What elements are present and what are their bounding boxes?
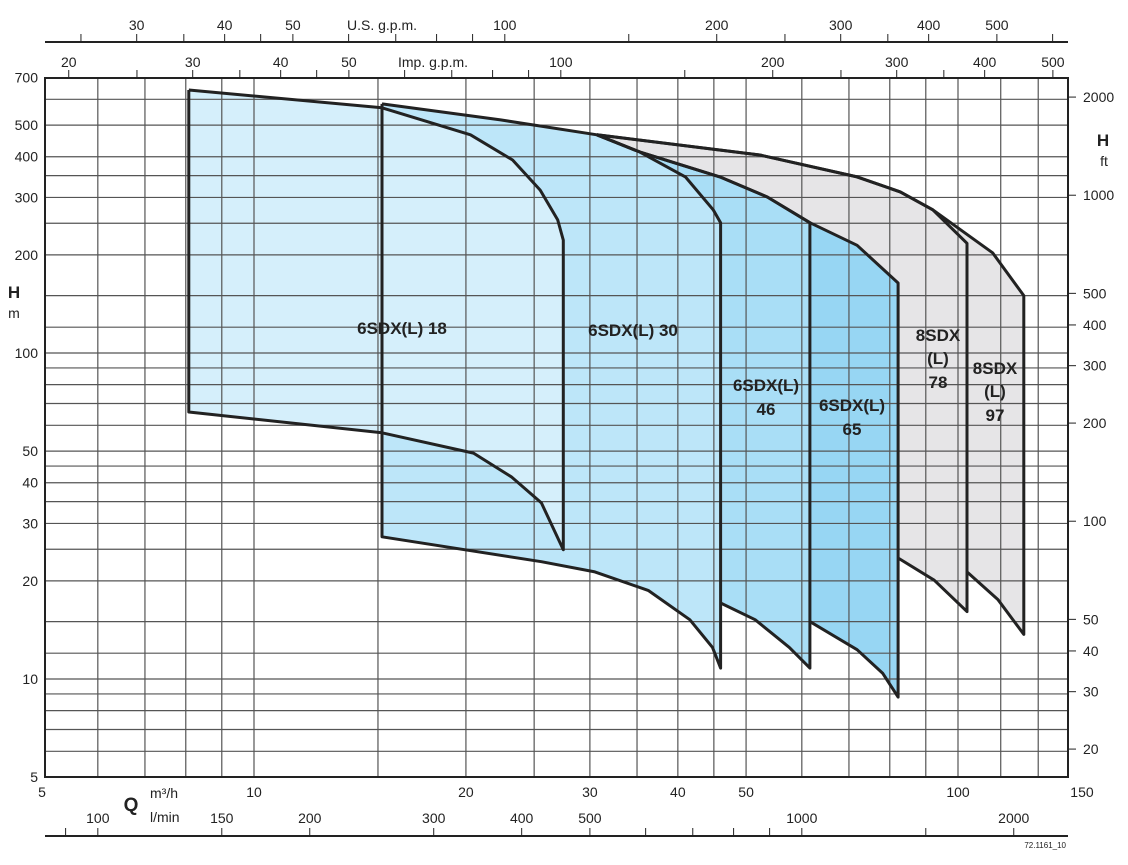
figure-code: 72.1161_10 <box>1024 841 1066 850</box>
imp-gpm-tick-label: 100 <box>549 54 573 70</box>
series-labels: 8SDX (L) 97 8SDX (L) 78 6SDX(L) 65 6SDX(L) 46 6SDX… <box>357 319 1018 439</box>
series-outline <box>187 88 565 552</box>
lmin-tick-label: 2000 <box>998 810 1029 826</box>
series-label: 97 <box>986 406 1005 425</box>
y2-tick-label: 100 <box>1083 513 1107 529</box>
y2-tick-label: 2000 <box>1083 89 1114 105</box>
y-tick-label: 40 <box>22 475 38 491</box>
y-tick-label: 700 <box>15 69 39 85</box>
x-tick-label: 40 <box>670 784 686 800</box>
series-outline <box>596 133 969 614</box>
imp-gpm-tick-label: 20 <box>61 54 77 70</box>
y-tick-label: 200 <box>15 247 39 263</box>
y-tick-label: 400 <box>15 149 39 165</box>
series-label: 8SDX <box>973 359 1018 378</box>
series-label: 6SDX(L) 30 <box>588 321 678 340</box>
y-tick-label: 500 <box>15 117 39 133</box>
y2-tick-label: 400 <box>1083 317 1107 333</box>
x-tick-label: 10 <box>246 784 262 800</box>
series-area <box>188 90 564 550</box>
x-tick-label: 100 <box>946 784 970 800</box>
imp-gpm-tick-label: 30 <box>185 54 201 70</box>
imp-gpm-tick-label: 40 <box>273 54 289 70</box>
series-label: 8SDX <box>916 326 961 345</box>
us-gpm-axis-title: U.S. g.p.m. <box>347 17 417 33</box>
lmin-tick-label: 100 <box>86 810 110 826</box>
lmin-tick-label: 150 <box>210 810 234 826</box>
series-label: 6SDX(L) 18 <box>357 319 447 338</box>
series-label: 6SDX(L) <box>819 396 885 415</box>
lmin-tick-label: 400 <box>510 810 534 826</box>
grid <box>45 78 1068 777</box>
x-tick-label: 150 <box>1070 784 1094 800</box>
y-tick-label: 5 <box>30 769 38 785</box>
series-fills <box>188 90 1024 698</box>
y2-tick-label: 40 <box>1083 643 1099 659</box>
y-axis-unit: m <box>8 305 20 321</box>
imp-gpm-tick-label: 500 <box>1041 54 1065 70</box>
lmin-tick-label: 1000 <box>786 810 817 826</box>
plot-frame <box>44 77 1069 778</box>
lmin-tick-label: 500 <box>578 810 602 826</box>
imp-gpm-axis-title: Imp. g.p.m. <box>398 54 468 70</box>
y2-axis-title: H <box>1097 131 1109 150</box>
x-tick-label: 30 <box>582 784 598 800</box>
y-tick-label: 10 <box>22 671 38 687</box>
series-label: 78 <box>929 373 948 392</box>
us-gpm-tick-label: 500 <box>985 17 1009 33</box>
lmin-tick-label: 300 <box>422 810 446 826</box>
y-tick-label: 30 <box>22 515 38 531</box>
y2-tick-label: 50 <box>1083 611 1099 627</box>
lmin-tick-label: 200 <box>298 810 322 826</box>
series-label: 65 <box>843 420 862 439</box>
x-axis-title: Q <box>124 795 139 816</box>
imp-gpm-tick-label: 400 <box>973 54 997 70</box>
y-tick-label: 50 <box>22 443 38 459</box>
x2-axis-unit: l/min <box>150 809 180 825</box>
us-gpm-tick-label: 200 <box>705 17 729 33</box>
y2-tick-label: 1000 <box>1083 187 1114 203</box>
y2-tick-label: 300 <box>1083 358 1107 374</box>
series-outlines <box>187 88 1026 699</box>
x-axis-unit: m³/h <box>150 785 178 801</box>
y-tick-label: 100 <box>15 345 39 361</box>
y2-tick-label: 20 <box>1083 741 1099 757</box>
y-tick-label: 20 <box>22 573 38 589</box>
imp-gpm-tick-label: 200 <box>761 54 785 70</box>
series-label: (L) <box>984 382 1006 401</box>
y-tick-label: 300 <box>15 189 39 205</box>
y2-axis-unit: ft <box>1100 153 1108 169</box>
us-gpm-tick-label: 400 <box>917 17 941 33</box>
us-gpm-tick-label: 300 <box>829 17 853 33</box>
series-label: (L) <box>927 349 949 368</box>
imp-gpm-tick-label: 300 <box>885 54 909 70</box>
series-label: 6SDX(L) <box>733 376 799 395</box>
y-axis-title: H <box>8 283 20 302</box>
series-label: 46 <box>757 400 776 419</box>
series-outline <box>596 133 812 670</box>
x-tick-label: 5 <box>38 784 46 800</box>
imp-gpm-tick-label: 50 <box>341 54 357 70</box>
y2-tick-label: 200 <box>1083 415 1107 431</box>
y2-tick-label: 500 <box>1083 285 1107 301</box>
us-gpm-tick-label: 100 <box>493 17 517 33</box>
x-tick-label: 50 <box>738 784 754 800</box>
axes: 5 10 20 30 40 50 100 200 300 400 500 700 20 30 40 50 100… <box>15 17 1114 837</box>
us-gpm-tick-label: 40 <box>217 17 233 33</box>
y2-tick-label: 30 <box>1083 684 1099 700</box>
us-gpm-tick-label: 50 <box>285 17 301 33</box>
us-gpm-tick-label: 30 <box>129 17 145 33</box>
x-tick-label: 20 <box>458 784 474 800</box>
series-outline <box>380 102 723 670</box>
